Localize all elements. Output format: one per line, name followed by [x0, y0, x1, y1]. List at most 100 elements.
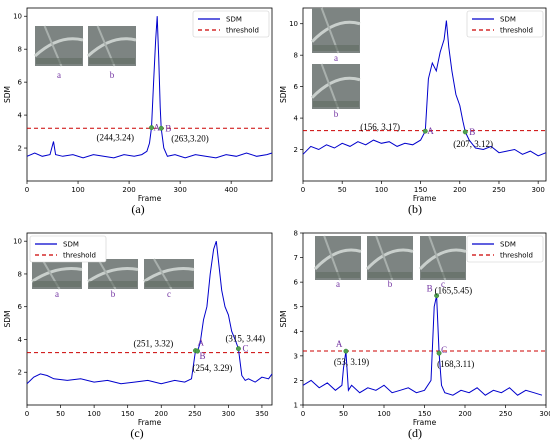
legend-entry-sdm: SDM	[500, 16, 516, 24]
thumbnail-image	[87, 258, 139, 290]
x-axis-label: Frame	[413, 194, 437, 203]
y-tick-label: 2	[18, 369, 22, 377]
point-letter: B	[427, 284, 433, 294]
sdm-series-line	[26, 241, 273, 385]
y-axis-label: SDM	[3, 86, 12, 103]
x-tick-label: 100	[375, 186, 388, 194]
annotated-point-marker	[422, 128, 428, 134]
thumbnail-label: a	[334, 53, 338, 63]
point-value-label: (251, 3.32)	[133, 339, 173, 349]
point-value-label: (254, 3.29)	[192, 363, 232, 373]
x-tick-label: 100	[87, 410, 100, 418]
point-value-label: (156, 3.17)	[360, 122, 400, 132]
x-tick-label: 150	[121, 410, 134, 418]
annotated-point-marker	[195, 348, 200, 354]
x-axis-label: Frame	[138, 194, 162, 203]
thumbnail-shade	[421, 272, 465, 278]
thumbnail-shade	[368, 272, 412, 278]
y-tick-label: 10	[13, 13, 22, 21]
y-tick-label: 6	[294, 83, 299, 91]
point-value-label: (207, 3.12)	[453, 139, 493, 149]
thumbnail-road	[86, 37, 137, 58]
sdm-series-line	[302, 295, 543, 396]
thumbnail-label: a	[57, 70, 61, 80]
y-tick-label: 2	[18, 145, 22, 153]
y-tick-label: 8	[18, 46, 22, 54]
x-tick-label: 50	[339, 410, 348, 418]
thumbnail-road	[418, 248, 467, 271]
x-axis-label: Frame	[413, 418, 437, 427]
thumbnail-image	[33, 25, 84, 67]
point-letter: B	[469, 127, 475, 137]
thumbnail-shade	[316, 272, 360, 278]
annotated-point-marker	[436, 350, 442, 356]
thumbnail-label: a	[55, 289, 59, 299]
thumbnail-image	[310, 63, 361, 110]
x-tick-label: 350	[255, 410, 268, 418]
thumbnail-label: c	[167, 289, 171, 299]
y-tick-label: 2	[294, 146, 298, 154]
y-tick-label: 6	[18, 303, 23, 311]
x-tick-label: 300	[531, 186, 544, 194]
point-value-label: (244,3.24)	[97, 133, 134, 143]
y-axis-label: SDM	[279, 310, 288, 327]
point-letter: B	[165, 123, 171, 133]
thumbnail-image	[418, 235, 467, 281]
y-tick-label: 10	[13, 238, 22, 246]
point-letter: C	[242, 344, 248, 354]
thumbnail-label: b	[110, 70, 115, 80]
y-tick-label: 8	[18, 270, 22, 278]
thumbnail-road	[33, 37, 84, 58]
thumbnail-image	[143, 258, 195, 290]
point-letter: A	[427, 126, 434, 136]
thumbnail-road	[365, 248, 414, 271]
y-tick-label: 4	[294, 328, 299, 336]
panel-caption: (a)	[131, 202, 144, 216]
x-tick-label: 400	[224, 186, 237, 194]
thumbnail-road	[310, 20, 361, 43]
legend-entry-threshold: threshold	[63, 252, 96, 260]
legend: SDM threshold	[466, 10, 544, 38]
point-value-label: (165,5.45)	[435, 286, 473, 296]
thumbnail-shade	[313, 101, 359, 107]
x-tick-label: 50	[338, 186, 347, 194]
x-tick-label: 300	[222, 410, 235, 418]
point-letter: A	[336, 339, 343, 349]
chart-panel: 0 50 100 150 200 250 300 350 2 4 6 8 10 Frame SDM a b c (2…	[3, 232, 273, 440]
y-tick-label: 8	[294, 52, 298, 60]
legend: SDM threshold	[192, 10, 270, 38]
thumbnail-shade	[313, 45, 359, 51]
y-tick-label: 4	[18, 336, 23, 344]
panel-caption: (c)	[130, 426, 143, 440]
panel-caption: (d)	[408, 426, 422, 440]
x-tick-label: 0	[301, 186, 305, 194]
chart-panel: 0 50 100 150 200 250 300 2 4 6 8 10 Frame SDM a b (156, …	[279, 7, 547, 216]
x-tick-label: 250	[492, 186, 505, 194]
y-tick-label: 1	[294, 402, 298, 410]
y-axis-label: SDM	[3, 310, 12, 327]
x-tick-label: 0	[25, 186, 29, 194]
annotated-point-marker	[462, 129, 468, 135]
y-tick-label: 2	[294, 377, 298, 385]
annotated-point-marker	[158, 125, 164, 131]
x-tick-label: 100	[71, 186, 84, 194]
thumbnail-label: b	[334, 109, 339, 119]
plot-frame	[26, 232, 273, 406]
x-axis-label: Frame	[138, 418, 162, 427]
legend-entry-sdm: SDM	[63, 241, 79, 249]
thumbnail-image	[310, 7, 361, 54]
point-value-label: (53, 3.19)	[334, 357, 369, 367]
thumbnail-shade	[36, 58, 82, 64]
thumbnail-shade	[33, 281, 81, 287]
legend-entry-sdm: SDM	[226, 16, 242, 24]
thumbnail-shade	[89, 58, 135, 64]
y-tick-label: 6	[18, 79, 23, 87]
legend-entry-threshold: threshold	[500, 27, 533, 35]
legend: SDM threshold	[466, 235, 544, 263]
y-tick-label: 10	[289, 20, 298, 28]
x-tick-label: 150	[414, 186, 427, 194]
plot-frame	[302, 7, 547, 182]
x-tick-label: 150	[418, 410, 431, 418]
sdm-series-line	[302, 20, 547, 157]
panel-caption: (b)	[408, 202, 422, 216]
